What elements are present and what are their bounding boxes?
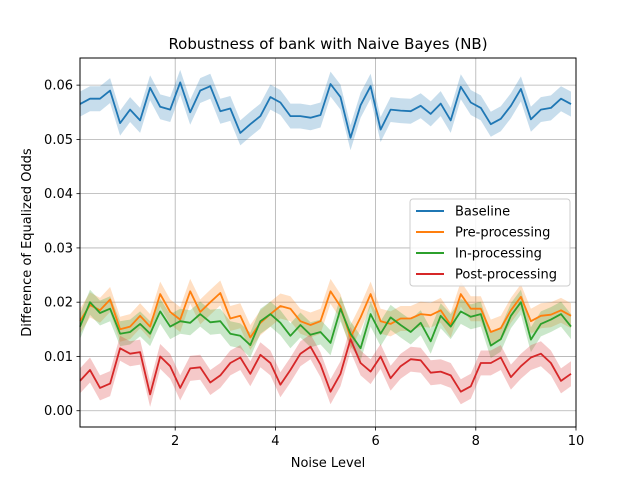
grid — [80, 58, 577, 427]
pre-processing-line — [79, 290, 572, 339]
y-tick-label: 0.04 — [44, 187, 73, 202]
x-tick-label: 8 — [472, 434, 480, 449]
x-axis: 2 4 6 8 10 — [171, 427, 584, 449]
legend-label-post-processing: Post-processing — [455, 268, 557, 283]
series-lines — [79, 81, 572, 396]
y-tick-label: 0.03 — [44, 241, 73, 256]
post-processing-line — [79, 338, 572, 396]
x-tick-label: 4 — [271, 434, 279, 449]
legend-label-baseline: Baseline — [455, 205, 510, 220]
chart-title: Robustness of bank with Naive Bayes (NB) — [168, 35, 487, 53]
y-axis-label: Difference of Equalized Odds — [20, 148, 35, 337]
x-tick-label: 6 — [371, 434, 379, 449]
y-tick-label: 0.01 — [44, 350, 73, 365]
x-tick-label: 10 — [568, 434, 585, 449]
legend-label-in-processing: In-processing — [455, 247, 542, 262]
plot-area — [79, 57, 577, 428]
in-processing-band — [80, 289, 571, 361]
y-tick-label: 0.05 — [44, 133, 73, 148]
x-tick-label: 2 — [171, 434, 179, 449]
y-tick-label: 0.00 — [44, 404, 73, 419]
legend-label-pre-processing: Pre-processing — [455, 226, 550, 241]
y-tick-label: 0.06 — [44, 79, 73, 94]
baseline-line — [79, 81, 572, 139]
y-tick-label: 0.02 — [44, 296, 73, 311]
legend-box — [409, 198, 571, 287]
y-axis: 0.00 0.01 0.02 0.03 0.04 0.05 0.06 — [44, 79, 80, 419]
in-processing-line — [79, 301, 572, 350]
post-processing-band — [80, 326, 571, 407]
pre-processing-band — [80, 278, 571, 350]
legend: Baseline Pre-processing In-processing Post-… — [409, 198, 571, 287]
x-axis-label: Noise Level — [291, 456, 366, 471]
